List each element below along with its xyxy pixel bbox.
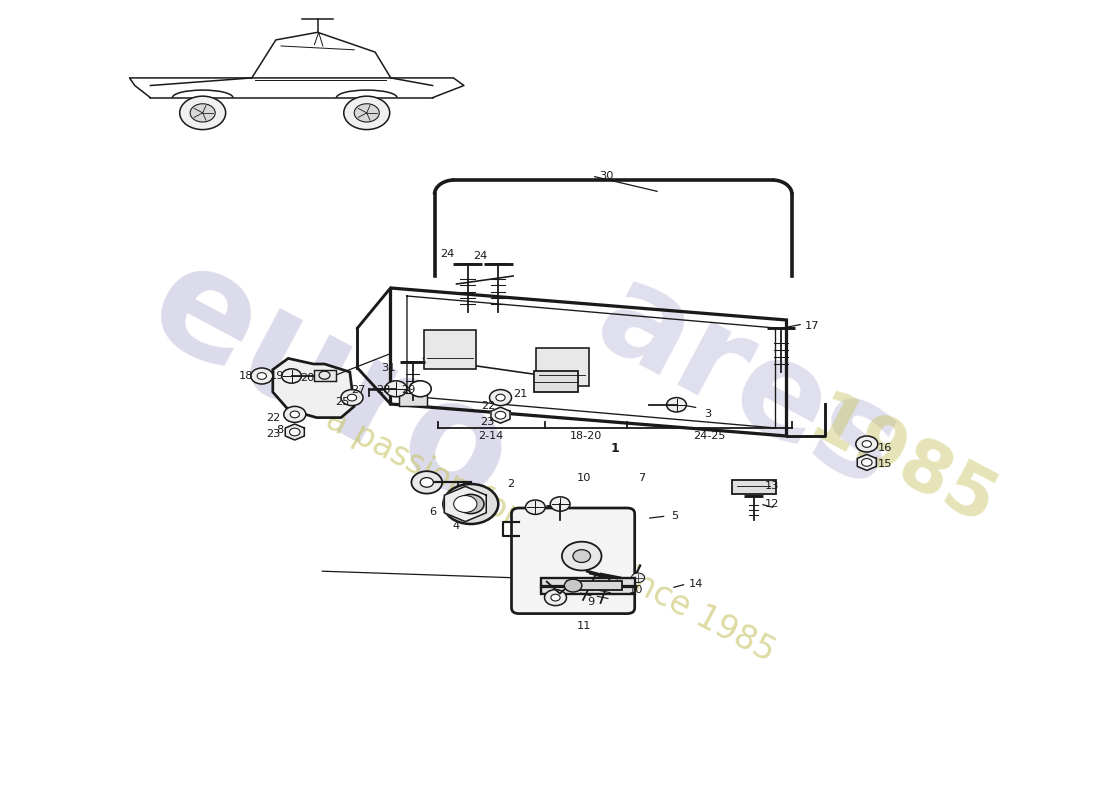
Text: 21: 21 [514, 389, 528, 398]
Circle shape [856, 436, 878, 452]
Circle shape [544, 590, 566, 606]
Text: 8: 8 [276, 426, 284, 435]
Circle shape [573, 550, 591, 562]
Text: 10: 10 [576, 474, 591, 483]
Circle shape [496, 394, 505, 401]
Circle shape [385, 381, 407, 397]
Circle shape [551, 594, 560, 601]
Text: 19: 19 [270, 371, 284, 381]
Text: 24: 24 [440, 250, 454, 259]
Text: 13: 13 [764, 482, 779, 491]
Circle shape [453, 495, 477, 513]
Text: 20: 20 [300, 373, 315, 382]
Text: 11: 11 [576, 621, 591, 630]
Text: 27: 27 [351, 386, 365, 395]
Bar [536, 348, 588, 386]
Text: 22: 22 [481, 402, 495, 411]
Circle shape [495, 411, 506, 419]
Circle shape [251, 368, 273, 384]
Text: 24-25: 24-25 [693, 431, 726, 442]
Bar [399, 390, 427, 406]
Bar [534, 371, 578, 392]
Text: 18: 18 [239, 371, 253, 381]
Circle shape [862, 441, 871, 447]
Circle shape [409, 381, 431, 397]
Circle shape [458, 494, 484, 514]
Circle shape [348, 394, 356, 401]
Text: 28: 28 [376, 386, 390, 395]
Bar [424, 330, 476, 369]
Text: 24: 24 [473, 251, 487, 261]
Text: 30: 30 [600, 171, 614, 181]
Circle shape [443, 484, 498, 524]
Circle shape [179, 96, 226, 130]
Circle shape [564, 579, 582, 592]
Circle shape [631, 573, 645, 582]
Text: 2-14: 2-14 [478, 431, 504, 442]
Circle shape [526, 500, 546, 514]
Polygon shape [491, 407, 510, 423]
Circle shape [343, 96, 389, 130]
Text: 22: 22 [266, 413, 280, 422]
Text: 10: 10 [629, 586, 644, 595]
Text: 5: 5 [671, 511, 679, 521]
Bar [732, 480, 775, 494]
Text: 17: 17 [805, 322, 820, 331]
Circle shape [490, 390, 512, 406]
Circle shape [190, 104, 216, 122]
Text: 2: 2 [508, 479, 515, 489]
Circle shape [562, 542, 602, 570]
Text: ares: ares [576, 252, 920, 516]
Text: 15: 15 [878, 459, 892, 469]
Text: 25: 25 [336, 397, 350, 406]
Text: 23: 23 [266, 429, 280, 438]
Bar [314, 370, 336, 381]
Circle shape [284, 406, 306, 422]
Circle shape [289, 428, 300, 436]
Polygon shape [444, 486, 486, 522]
Text: 6: 6 [429, 507, 436, 517]
Text: euro: euro [125, 230, 535, 538]
Circle shape [341, 390, 363, 406]
Polygon shape [857, 454, 877, 470]
Text: 4: 4 [453, 522, 460, 531]
Text: 14: 14 [689, 579, 703, 589]
Circle shape [861, 458, 872, 466]
Text: 3: 3 [704, 410, 712, 419]
Polygon shape [285, 424, 305, 440]
Circle shape [257, 373, 266, 379]
Text: 29: 29 [402, 386, 416, 395]
Circle shape [354, 104, 379, 122]
Text: 9: 9 [587, 597, 595, 606]
Circle shape [420, 478, 433, 487]
Circle shape [411, 471, 442, 494]
Text: 18-20: 18-20 [570, 431, 602, 442]
Text: 7: 7 [638, 474, 646, 483]
Text: 1985: 1985 [798, 386, 1006, 542]
Circle shape [282, 369, 301, 383]
Circle shape [550, 497, 570, 511]
Bar [566, 581, 621, 590]
Text: 23: 23 [481, 418, 495, 427]
Text: 12: 12 [764, 499, 779, 509]
Circle shape [667, 398, 686, 412]
Text: a passion for parts since 1985: a passion for parts since 1985 [320, 403, 780, 669]
Text: 31: 31 [382, 363, 396, 373]
Text: 16: 16 [878, 443, 892, 453]
FancyBboxPatch shape [512, 508, 635, 614]
Polygon shape [273, 358, 354, 418]
Text: 1: 1 [610, 442, 619, 455]
Circle shape [290, 411, 299, 418]
Bar [541, 578, 635, 594]
